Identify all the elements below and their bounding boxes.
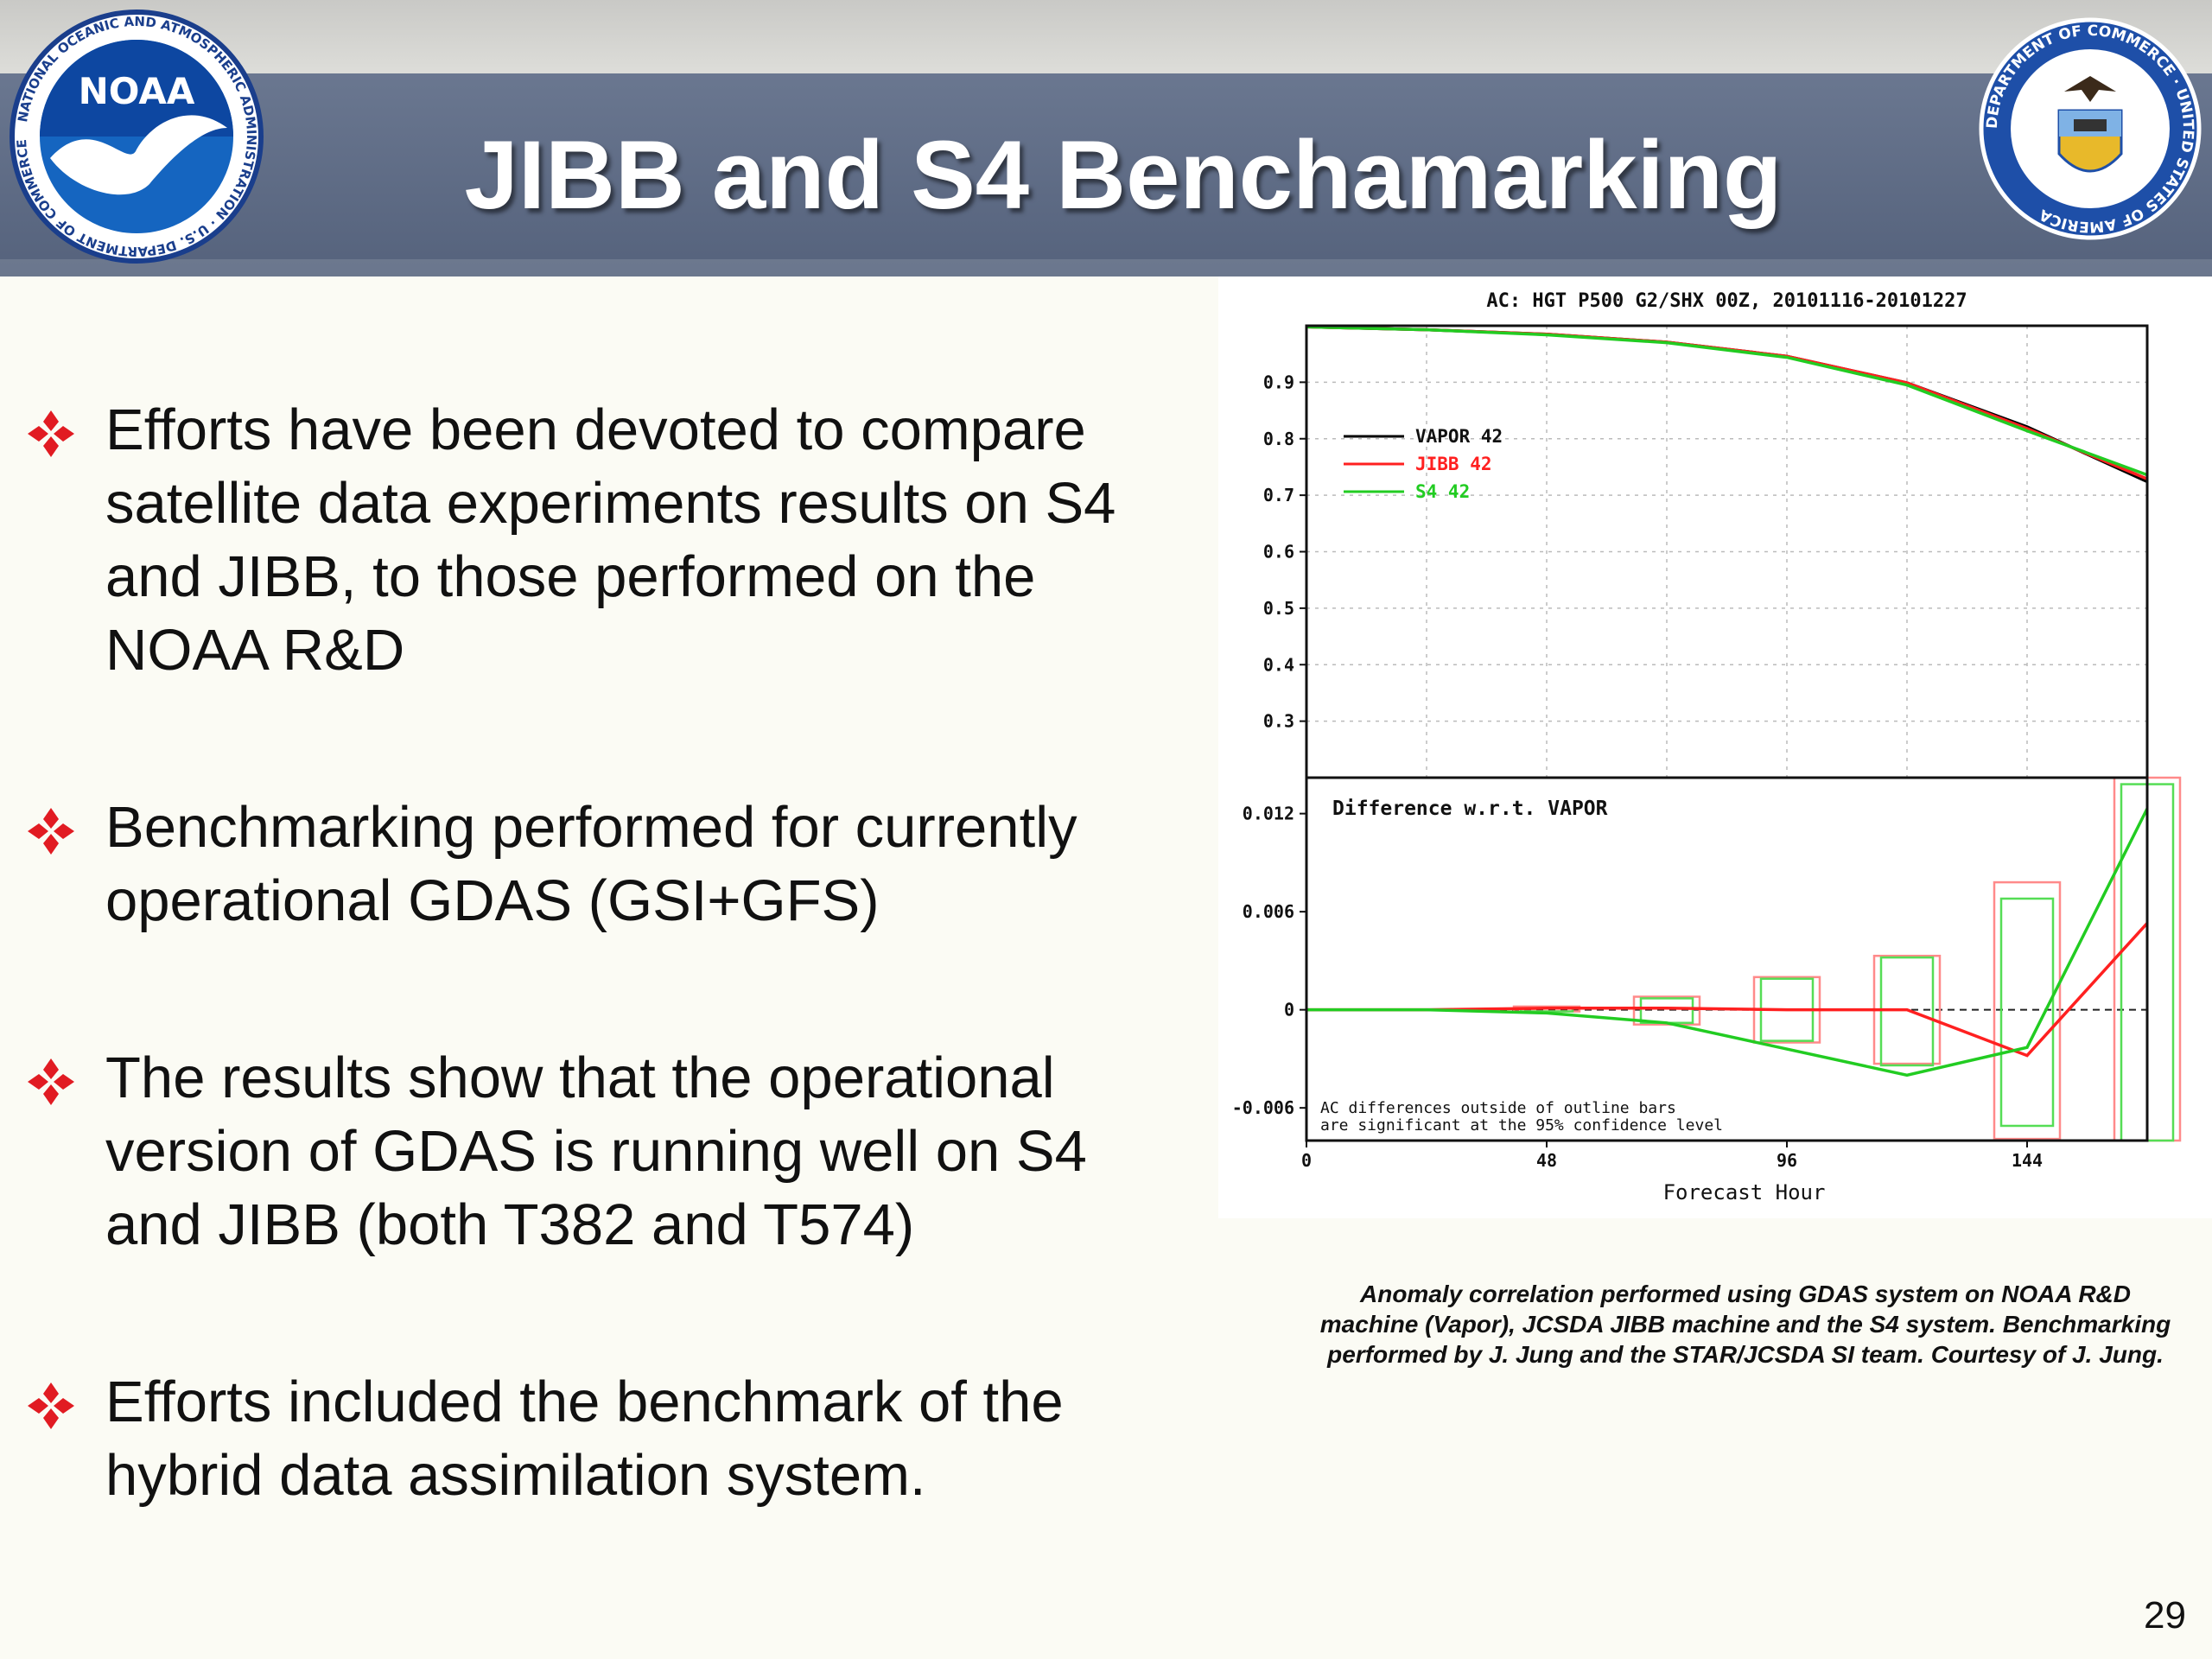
- bullet-line: NOAA R&D: [105, 618, 405, 683]
- slide-title: JIBB and S4 Benchamarking: [464, 121, 1783, 229]
- bullet-line: and JIBB, to those performed on the: [105, 544, 1036, 609]
- bullet-item: Efforts included the benchmark of the hy…: [26, 1365, 1064, 1512]
- figure-caption: Anomaly correlation performed using GDAS…: [1287, 1279, 2203, 1370]
- caption-line: machine (Vapor), JCSDA JIBB machine and …: [1319, 1311, 2171, 1338]
- confidence-bar-jibb: [1632, 995, 1701, 1026]
- department-of-commerce-seal-icon: DEPARTMENT OF COMMERCE · UNITED STATES O…: [1979, 17, 2202, 240]
- legend-label: JIBB 42: [1415, 454, 1492, 474]
- legend-label: S4 42: [1415, 481, 1470, 502]
- red-diamond-bullet-icon: [26, 1041, 105, 1262]
- y-tick-label: 0.3: [1263, 711, 1294, 732]
- confidence-bar-jibb: [1993, 880, 2062, 1141]
- y-tick-label: 0.012: [1243, 804, 1294, 824]
- y-tick-label: 0.5: [1263, 598, 1294, 619]
- bullet-line: version of GDAS is running well on S4: [105, 1119, 1087, 1184]
- chart-panel: AC: HGT P500 G2/SHX 00Z, 20101116-201012…: [1218, 276, 2212, 1218]
- ac-chart: AC: HGT P500 G2/SHX 00Z, 20101116-201012…: [1232, 290, 2182, 1205]
- bullet-line: Benchmarking performed for currently: [105, 795, 1077, 860]
- y-tick-label: 0.6: [1263, 542, 1294, 563]
- bullet-line: The results show that the operational: [105, 1046, 1055, 1110]
- noaa-logo-text: NOAA: [79, 70, 195, 112]
- red-diamond-bullet-icon: [26, 1365, 105, 1512]
- x-tick-label: 0: [1301, 1150, 1312, 1171]
- banner-shadow: [0, 259, 2212, 276]
- x-tick-label: 96: [1777, 1150, 1797, 1171]
- bottom-panel-title: Difference w.r.t. VAPOR: [1332, 798, 1608, 820]
- bullet-line: satellite data experiments results on S4: [105, 471, 1116, 536]
- x-axis-label: Forecast Hour: [1663, 1180, 1826, 1205]
- noaa-seal-icon: NOAA NATIONAL OCEANIC AND ATMOSPHERIC AD…: [10, 10, 264, 264]
- y-tick-label: 0.8: [1263, 429, 1294, 449]
- bullet-line: operational GDAS (GSI+GFS): [105, 868, 880, 933]
- bullet-line: Efforts included the benchmark of the: [105, 1370, 1064, 1434]
- series-line: [1306, 325, 2148, 477]
- y-tick-label: 0: [1284, 1000, 1294, 1020]
- caption-line: performed by J. Jung and the STAR/JCSDA …: [1327, 1341, 2164, 1368]
- title-banner: [0, 73, 2212, 276]
- legend-label: VAPOR 42: [1415, 426, 1503, 447]
- chart-title: AC: HGT P500 G2/SHX 00Z, 20101116-201012…: [1486, 290, 1967, 312]
- red-diamond-bullet-icon: [26, 393, 105, 687]
- y-tick-label: -0.006: [1232, 1097, 1294, 1118]
- bullet-line: and JIBB (both T382 and T574): [105, 1192, 915, 1257]
- confidence-bar-s4: [1879, 956, 1935, 1067]
- bullet-item: The results show that the operational ve…: [26, 1041, 1087, 1262]
- confidence-bar-s4: [1999, 897, 2055, 1128]
- caption-line: Anomaly correlation performed using GDAS…: [1360, 1281, 2131, 1307]
- top-panel-frame: [1305, 324, 2149, 779]
- y-tick-label: 0.9: [1263, 372, 1294, 392]
- y-tick-label: 0.006: [1243, 901, 1294, 922]
- x-tick-label: 48: [1536, 1150, 1557, 1171]
- difference-line: [1306, 808, 2149, 1077]
- bottom-panel-frame: [1305, 776, 2149, 1142]
- bullet-line: hybrid data assimilation system.: [105, 1443, 926, 1508]
- bullet-line: Efforts have been devoted to compare: [105, 397, 1086, 462]
- y-tick-label: 0.7: [1263, 485, 1294, 505]
- page-number: 29: [2144, 1594, 2186, 1637]
- y-tick-label: 0.4: [1263, 654, 1294, 675]
- bullet-item: Efforts have been devoted to compare sat…: [26, 393, 1116, 687]
- red-diamond-bullet-icon: [26, 791, 105, 938]
- bullet-item: Benchmarking performed for currently ope…: [26, 791, 1077, 938]
- significance-note: are significant at the 95% confidence le…: [1320, 1116, 1723, 1135]
- x-tick-label: 144: [2012, 1150, 2043, 1171]
- significance-note: AC differences outside of outline bars: [1320, 1099, 1676, 1117]
